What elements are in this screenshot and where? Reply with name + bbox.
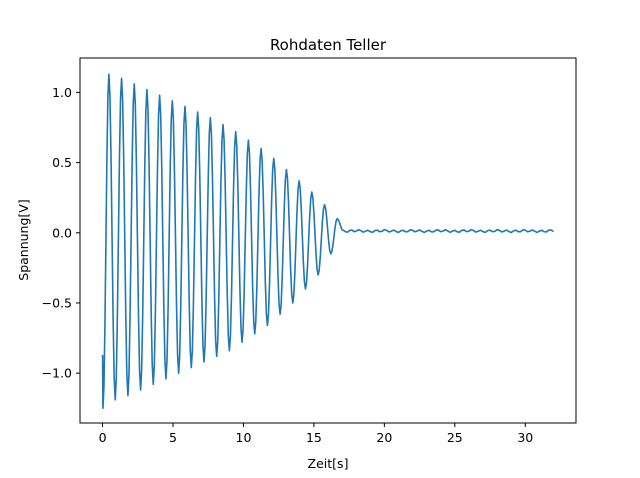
x-tick-label: 30	[517, 430, 533, 445]
series-line	[101, 73, 554, 410]
plot-area	[101, 73, 554, 410]
x-tick-label: 5	[169, 430, 177, 445]
y-tick-label: 0.5	[52, 155, 72, 170]
x-tick-label: 0	[99, 430, 107, 445]
y-tick-label: 0.0	[52, 225, 72, 240]
x-axis-label: Zeit[s]	[308, 456, 349, 471]
y-tick-label: −1.0	[42, 366, 72, 381]
x-tick-label: 25	[447, 430, 463, 445]
y-tick-label: −0.5	[42, 295, 72, 310]
x-tick-label: 15	[306, 430, 322, 445]
chart-title: Rohdaten Teller	[270, 36, 387, 54]
axes-frame	[79, 57, 577, 424]
x-axis: 0 5 10 15 20 25 30	[99, 423, 533, 445]
y-tick-label: 1.0	[52, 85, 72, 100]
x-tick-label: 10	[236, 430, 252, 445]
x-tick-label: 20	[376, 430, 392, 445]
y-axis: −1.0 −0.5 0.0 0.5 1.0	[42, 85, 80, 381]
y-axis-label: Spannung[V]	[16, 199, 31, 280]
